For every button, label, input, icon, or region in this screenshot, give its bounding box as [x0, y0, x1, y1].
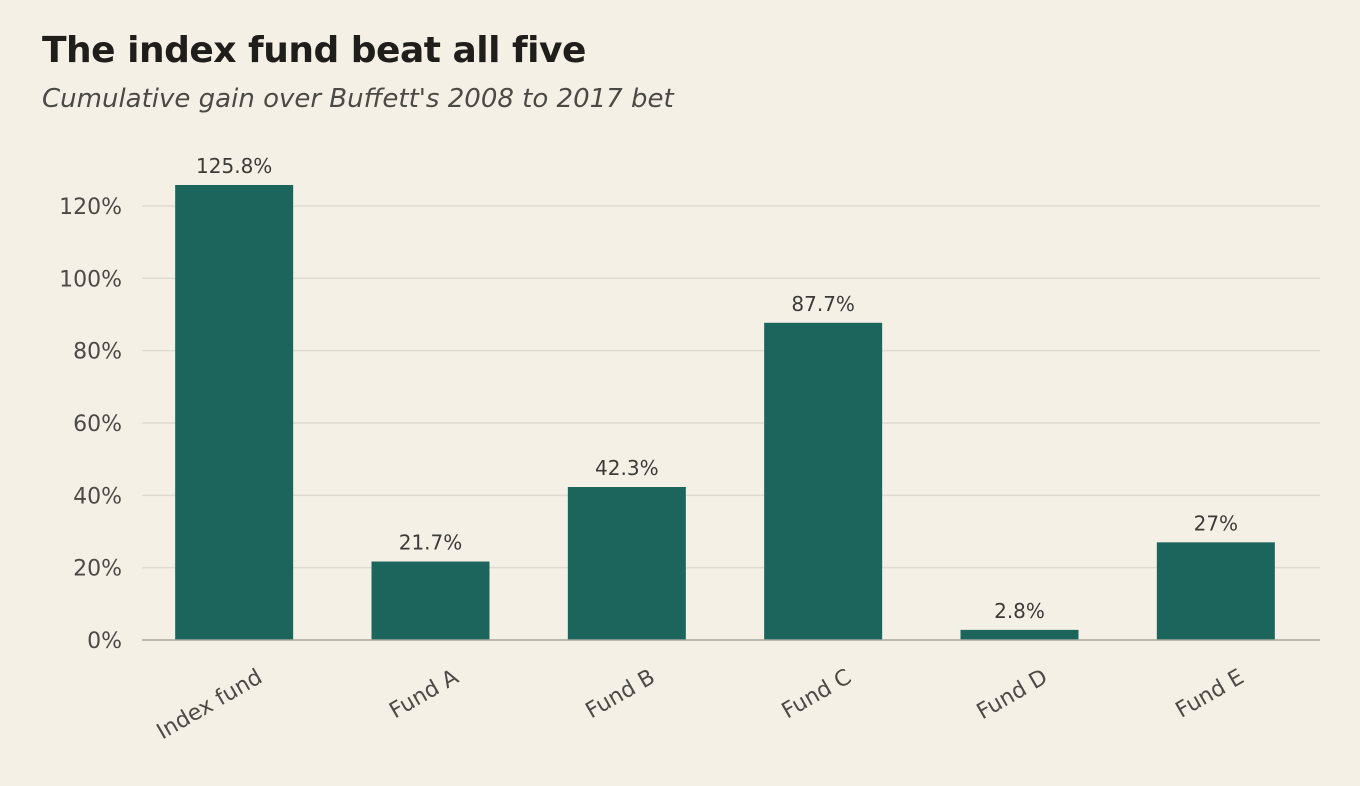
- bars: [175, 184, 1275, 641]
- y-axis-ticks: 0% 20% 40% 60% 80% 100% 120%: [59, 195, 122, 654]
- y-tick-label: 120%: [59, 195, 122, 220]
- x-category-label: Fund D: [973, 665, 1052, 725]
- x-category-label: Fund C: [778, 665, 856, 724]
- data-label: 27%: [1194, 511, 1238, 535]
- x-category-label: Fund B: [582, 665, 660, 724]
- bar: [371, 561, 490, 640]
- data-label: 21.7%: [399, 531, 463, 555]
- x-axis-categories: Index fund Fund A Fund B Fund C Fund D Fund E: [153, 665, 1249, 745]
- y-tick-label: 60%: [73, 412, 122, 437]
- bar: [764, 322, 883, 640]
- x-category-label: Fund A: [385, 665, 463, 724]
- x-category-label: Index fund: [153, 665, 267, 745]
- y-tick-label: 80%: [73, 340, 122, 365]
- y-tick-label: 0%: [87, 629, 122, 654]
- y-tick-label: 40%: [73, 484, 122, 509]
- bar: [567, 487, 686, 640]
- chart-subtitle: Cumulative gain over Buffett's 2008 to 2…: [42, 84, 674, 114]
- chart-title: The index fund beat all five: [42, 30, 586, 71]
- bar: [1156, 542, 1275, 640]
- bar: [175, 184, 294, 641]
- data-label: 125.8%: [196, 154, 272, 178]
- y-tick-label: 20%: [73, 557, 122, 582]
- data-label: 2.8%: [994, 599, 1045, 623]
- y-tick-label: 100%: [59, 267, 122, 292]
- x-category-label: Fund E: [1172, 665, 1249, 724]
- data-label: 87.7%: [791, 292, 855, 316]
- bar: [960, 629, 1079, 640]
- grid-lines: [142, 205, 1320, 569]
- data-label: 42.3%: [595, 456, 659, 480]
- data-labels: 125.8% 21.7% 42.3% 87.7% 2.8% 27%: [196, 154, 1238, 623]
